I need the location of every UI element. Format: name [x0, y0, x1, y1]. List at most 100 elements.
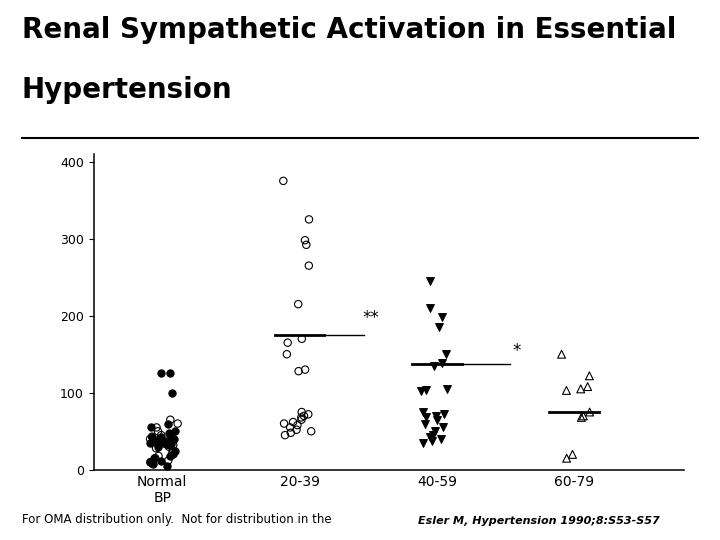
- Point: [287, 418, 299, 427]
- Point: [150, 454, 161, 463]
- Point: [156, 431, 167, 440]
- Point: [300, 236, 311, 245]
- Point: [303, 261, 315, 270]
- Point: [296, 415, 307, 424]
- Point: [146, 433, 158, 441]
- Point: [277, 177, 289, 185]
- Point: [556, 350, 567, 359]
- Point: [163, 442, 175, 451]
- Point: [168, 446, 179, 455]
- Point: [433, 323, 444, 332]
- Point: [156, 456, 167, 465]
- Point: [152, 427, 163, 436]
- Point: [160, 440, 171, 449]
- Point: [148, 438, 159, 447]
- Point: [163, 441, 175, 449]
- Text: Hypertension: Hypertension: [22, 76, 233, 104]
- Point: [168, 435, 180, 443]
- Point: [163, 456, 174, 465]
- Point: [155, 433, 166, 442]
- Point: [418, 408, 429, 416]
- Point: [300, 240, 312, 249]
- Point: [164, 369, 176, 378]
- Point: [582, 382, 593, 391]
- Point: [147, 460, 158, 468]
- Text: *: *: [513, 342, 521, 360]
- Point: [164, 451, 176, 460]
- Point: [147, 460, 158, 468]
- Point: [172, 419, 184, 428]
- Point: [420, 386, 432, 395]
- Text: Esler M, Hypertension 1990;8:S53-S57: Esler M, Hypertension 1990;8:S53-S57: [418, 516, 660, 526]
- Point: [561, 386, 572, 395]
- Point: [145, 458, 156, 467]
- Text: For OMA distribution only.  Not for distribution in the: For OMA distribution only. Not for distr…: [22, 514, 331, 526]
- Point: [163, 429, 175, 437]
- Point: [156, 436, 167, 445]
- Point: [438, 423, 449, 432]
- Point: [145, 423, 157, 432]
- Point: [291, 426, 302, 434]
- Point: [279, 419, 290, 428]
- Point: [298, 411, 310, 420]
- Point: [161, 462, 173, 470]
- Point: [420, 419, 431, 428]
- Point: [153, 435, 164, 443]
- Point: [285, 429, 297, 437]
- Point: [162, 438, 174, 447]
- Point: [145, 438, 156, 447]
- Point: [167, 450, 179, 458]
- Point: [165, 415, 176, 424]
- Point: [436, 435, 447, 443]
- Point: [427, 431, 438, 440]
- Point: [281, 350, 292, 359]
- Point: [154, 439, 166, 448]
- Point: [303, 215, 315, 224]
- Point: [584, 372, 595, 380]
- Point: [430, 411, 441, 420]
- Point: [436, 313, 448, 321]
- Point: [166, 388, 178, 397]
- Point: [144, 458, 156, 467]
- Point: [420, 413, 431, 422]
- Point: [166, 449, 178, 457]
- Point: [282, 339, 294, 347]
- Point: [431, 415, 443, 424]
- Point: [144, 435, 156, 443]
- Point: [169, 446, 181, 455]
- Point: [418, 438, 429, 447]
- Point: [296, 334, 307, 343]
- Text: **: **: [363, 309, 379, 327]
- Point: [150, 423, 162, 432]
- Point: [438, 410, 450, 418]
- Point: [161, 436, 172, 445]
- Point: [415, 387, 427, 395]
- Point: [153, 451, 164, 460]
- Point: [424, 276, 436, 285]
- Point: [150, 444, 162, 453]
- Point: [169, 427, 181, 436]
- Point: [426, 436, 438, 445]
- Point: [153, 442, 164, 451]
- Point: [575, 384, 587, 393]
- Point: [577, 411, 589, 420]
- Point: [279, 431, 291, 440]
- Point: [300, 366, 311, 374]
- Point: [296, 408, 307, 416]
- Point: [441, 350, 452, 359]
- Point: [168, 441, 179, 449]
- Point: [425, 433, 436, 442]
- Point: [284, 423, 296, 432]
- Point: [305, 427, 317, 436]
- Point: [436, 359, 448, 368]
- Point: [146, 433, 158, 441]
- Point: [158, 438, 169, 447]
- Point: [295, 413, 307, 422]
- Point: [292, 300, 304, 308]
- Point: [166, 439, 177, 448]
- Point: [149, 438, 161, 447]
- Point: [164, 431, 176, 440]
- Point: [292, 421, 303, 429]
- Point: [293, 367, 305, 375]
- Point: [302, 410, 314, 418]
